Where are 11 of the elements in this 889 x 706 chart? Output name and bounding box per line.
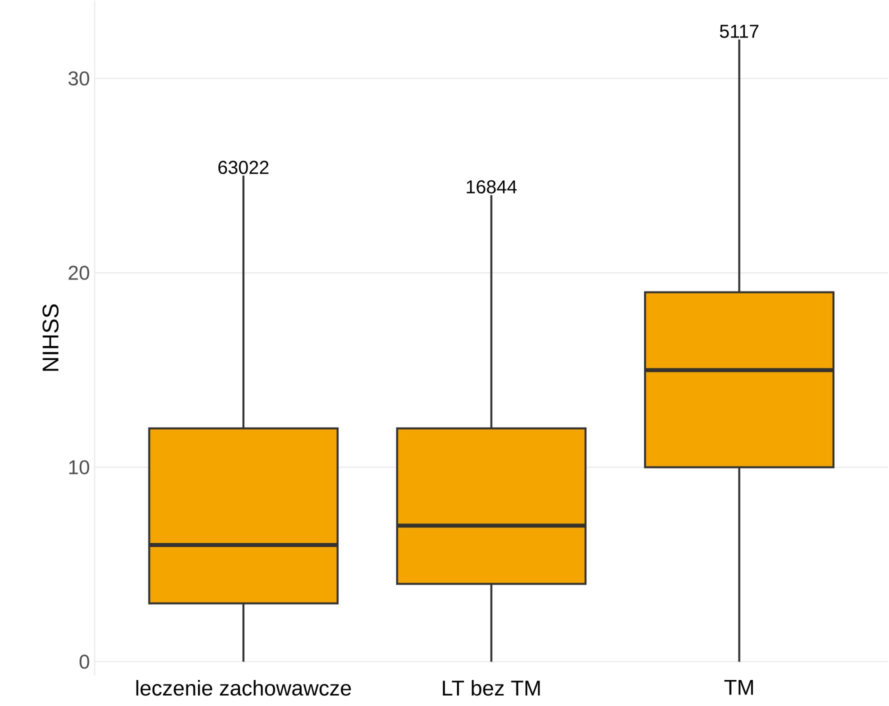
x-tick-label: leczenie zachowawcze [136, 680, 351, 696]
y-tick-label: 0 [80, 654, 90, 669]
annotation: 16844 [466, 180, 517, 194]
annotation: 5117 [720, 24, 758, 38]
y-tick-label: 10 [69, 460, 90, 474]
annotation: 63022 [218, 160, 268, 174]
y-axis-title: NIHSS [42, 304, 59, 371]
y-tick-label: 30 [68, 71, 90, 86]
x-tick-label: LT bez TM [442, 680, 540, 696]
y-tick-label: 20 [68, 266, 90, 280]
x-tick-label: TM [724, 680, 753, 695]
